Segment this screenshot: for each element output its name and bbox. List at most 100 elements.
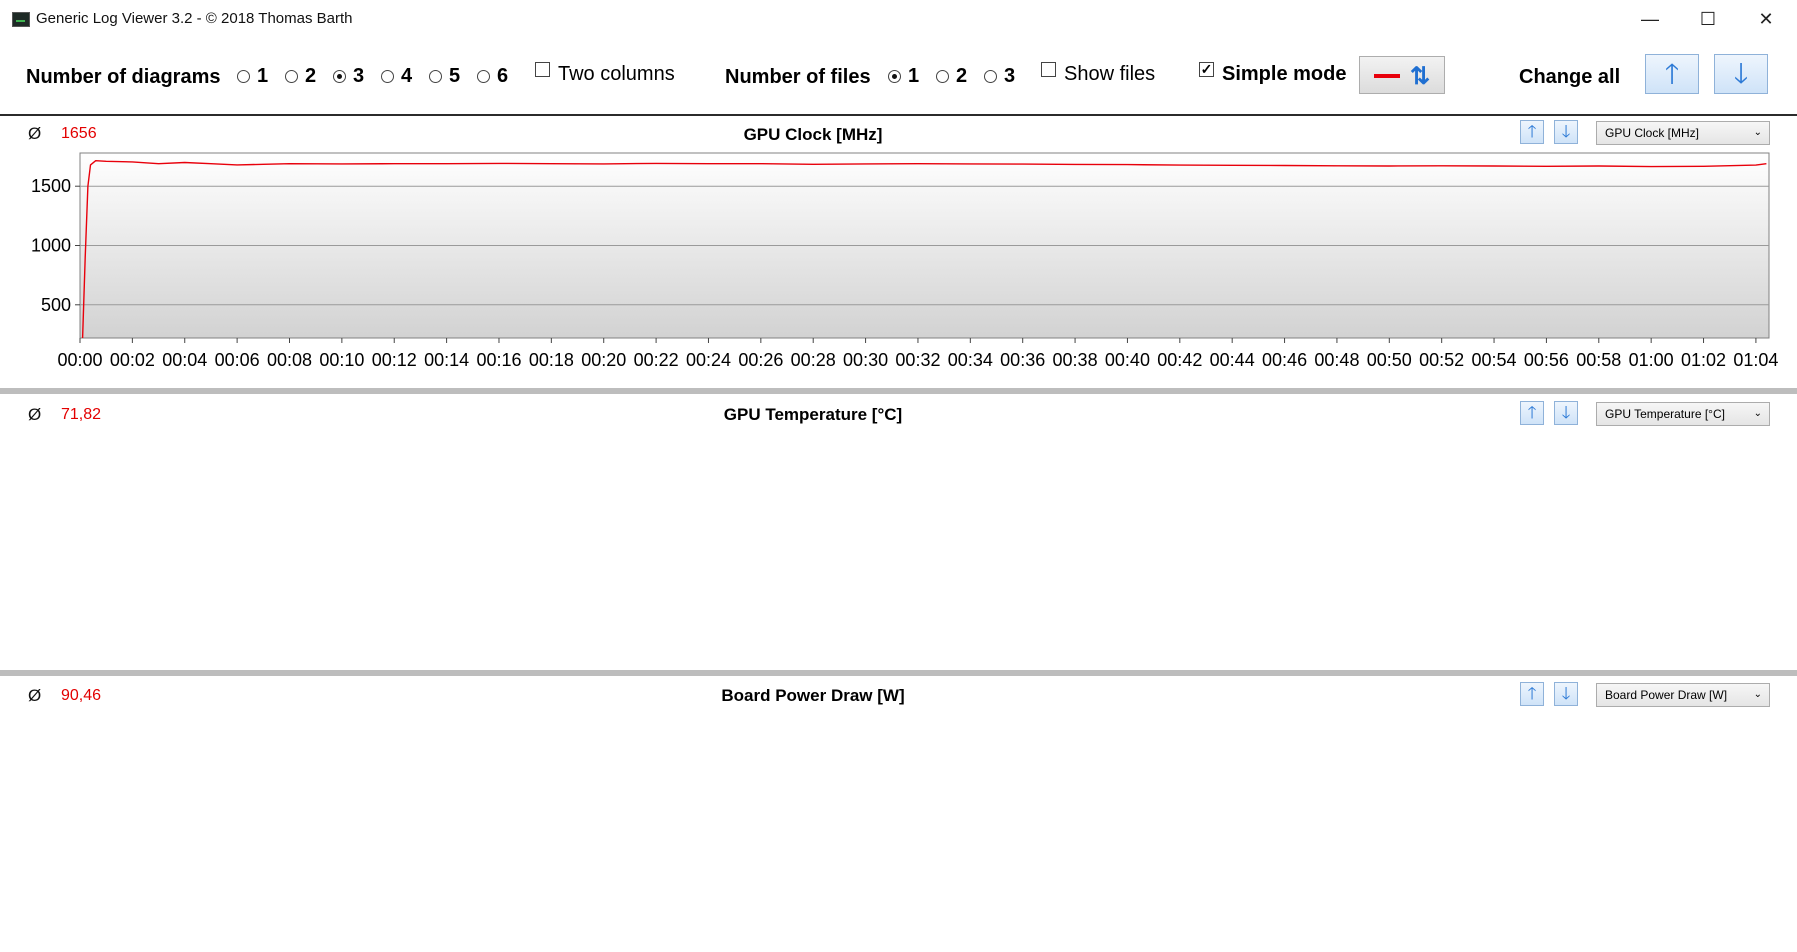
number-of-diagrams-label: Number of diagrams [26, 66, 221, 88]
channel-select[interactable]: GPU Clock [MHz] ⌄ [1596, 121, 1770, 145]
average-symbol: Ø [28, 405, 42, 424]
show-files-checkbox[interactable]: Show files [1041, 62, 1155, 86]
panel-divider [0, 388, 1797, 394]
x-tick-label: 00:20 [581, 350, 626, 370]
move-down-button[interactable]: 🡓 [1554, 401, 1578, 425]
radio-selected-icon [888, 70, 901, 83]
close-button[interactable]: ✕ [1758, 9, 1774, 29]
x-tick-label: 00:40 [1105, 350, 1150, 370]
radio-icon [936, 70, 949, 83]
move-down-button[interactable]: 🡓 [1554, 120, 1578, 144]
move-down-button[interactable]: 🡓 [1554, 682, 1578, 706]
move-up-button[interactable]: 🡑 [1520, 401, 1544, 425]
arrow-up-icon: 🡑 [1527, 403, 1537, 422]
checkbox-icon [535, 62, 550, 77]
two-columns-checkbox[interactable]: Two columns [535, 62, 675, 86]
x-tick-label: 00:04 [162, 350, 207, 370]
move-up-button[interactable]: 🡑 [1520, 120, 1544, 144]
diagrams-radio-5[interactable]: 5 [429, 65, 460, 88]
x-tick-label: 00:30 [843, 350, 888, 370]
simple-mode-checkbox[interactable]: ✓ Simple mode [1199, 61, 1347, 85]
radio-icon [477, 70, 490, 83]
radio-icon [285, 70, 298, 83]
arrow-down-icon: 🡓 [1561, 684, 1571, 703]
diagram-panel-3: Ø 90,46 Board Power Draw [W] 🡑 🡓 Board P… [0, 676, 1797, 952]
chevron-down-icon: ⌄ [1753, 689, 1762, 700]
x-tick-label: 00:52 [1419, 350, 1464, 370]
x-tick-label: 01:02 [1681, 350, 1726, 370]
line-color-swap-button[interactable]: ⇅ [1359, 56, 1445, 94]
channel-select[interactable]: Board Power Draw [W] ⌄ [1596, 683, 1770, 707]
change-all-up-button[interactable]: 🡑 [1645, 54, 1699, 94]
x-tick-label: 00:54 [1472, 350, 1517, 370]
arrow-down-icon: 🡓 [1561, 122, 1571, 141]
x-tick-label: 00:28 [791, 350, 836, 370]
radio-icon [984, 70, 997, 83]
x-tick-label: 00:18 [529, 350, 574, 370]
x-tick-label: 00:32 [895, 350, 940, 370]
x-tick-label: 00:48 [1314, 350, 1359, 370]
arrow-up-icon: 🡑 [1664, 58, 1680, 89]
x-tick-label: 00:16 [476, 350, 521, 370]
average-value: 1656 [61, 125, 97, 142]
y-tick-label: 1500 [31, 176, 71, 196]
chart-title: GPU Clock [MHz] [743, 125, 883, 144]
chevron-down-icon: ⌄ [1753, 127, 1762, 138]
change-all-down-button[interactable]: 🡓 [1714, 54, 1768, 94]
x-tick-label: 00:24 [686, 350, 731, 370]
diagrams-radio-6[interactable]: 6 [477, 65, 508, 88]
radio-icon [381, 70, 394, 83]
number-of-files-label: Number of files [725, 66, 871, 88]
swap-arrows-icon: ⇅ [1410, 63, 1431, 90]
panel-divider [0, 670, 1797, 676]
arrow-up-icon: 🡑 [1527, 684, 1537, 703]
diagrams-radio-2[interactable]: 2 [285, 65, 316, 88]
x-tick-label: 01:04 [1733, 350, 1778, 370]
chart-title: Board Power Draw [W] [721, 686, 905, 705]
x-tick-label: 00:38 [1053, 350, 1098, 370]
x-tick-label: 00:14 [424, 350, 469, 370]
radio-icon [429, 70, 442, 83]
x-tick-label: 00:00 [57, 350, 102, 370]
chart-1: 500 1000 1500 00:00 00:02 00:04 00:06 00:08 00:1… [31, 152, 1778, 370]
arrow-up-icon: 🡑 [1527, 122, 1537, 141]
series-line [81, 159, 1767, 339]
diagrams-radio-4[interactable]: 4 [381, 65, 412, 88]
x-tick-label: 00:26 [738, 350, 783, 370]
average-value: 90,46 [61, 687, 102, 704]
radio-selected-icon [333, 70, 346, 83]
x-tick-label: 00:50 [1367, 350, 1412, 370]
average-symbol: Ø [28, 124, 42, 143]
x-tick-label: 00:10 [319, 350, 364, 370]
arrow-down-icon: 🡓 [1733, 58, 1749, 89]
maximize-button[interactable]: ☐ [1699, 9, 1717, 29]
minimize-button[interactable]: — [1641, 9, 1659, 29]
x-tick-label: 00:08 [267, 350, 312, 370]
files-radio-3[interactable]: 3 [984, 65, 1015, 88]
diagrams-radio-1[interactable]: 1 [237, 65, 268, 88]
x-tick-label: 00:44 [1210, 350, 1255, 370]
x-tick-label: 00:06 [215, 350, 260, 370]
x-tick-label: 00:42 [1157, 350, 1202, 370]
move-up-button[interactable]: 🡑 [1520, 682, 1544, 706]
files-radio-2[interactable]: 2 [936, 65, 967, 88]
red-line-icon [1374, 74, 1400, 78]
app-icon [12, 12, 30, 27]
window-title: Generic Log Viewer 3.2 - © 2018 Thomas B… [36, 10, 353, 27]
change-all-label: Change all [1519, 66, 1621, 88]
checkmark-icon: ✓ [1199, 61, 1214, 77]
diagrams-radio-3[interactable]: 3 [333, 65, 364, 88]
x-tick-label: 00:12 [372, 350, 417, 370]
y-tick-label: 1000 [31, 236, 71, 256]
x-tick-label: 00:46 [1262, 350, 1307, 370]
y-tick-label: 500 [41, 295, 71, 315]
files-radio-1[interactable]: 1 [888, 65, 919, 88]
chart-title: GPU Temperature [°C] [723, 405, 903, 424]
x-tick-label: 00:34 [948, 350, 993, 370]
average-symbol: Ø [28, 686, 42, 705]
x-tick-label: 00:58 [1576, 350, 1621, 370]
x-tick-label: 00:22 [634, 350, 679, 370]
x-tick-label: 00:36 [1000, 350, 1045, 370]
title-bar: Generic Log Viewer 3.2 - © 2018 Thomas B… [0, 0, 1797, 38]
channel-select[interactable]: GPU Temperature [°C] ⌄ [1596, 402, 1770, 426]
